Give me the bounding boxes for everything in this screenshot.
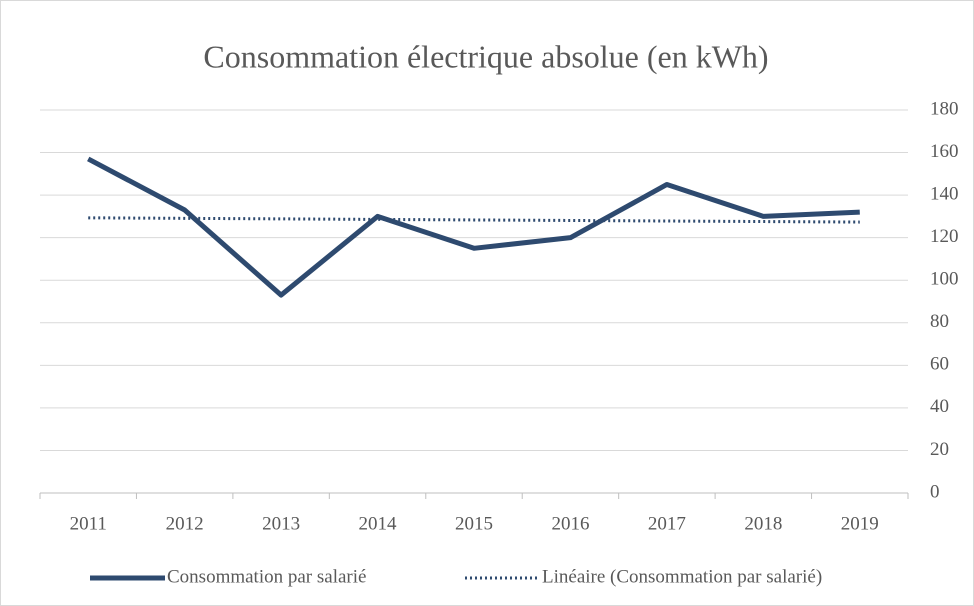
legend-label: Consommation par salarié bbox=[167, 566, 366, 587]
y-tick-label: 100 bbox=[930, 269, 959, 290]
y-tick-label: 160 bbox=[930, 141, 959, 162]
x-tick-label: 2014 bbox=[359, 513, 398, 534]
x-tick-label: 2015 bbox=[455, 513, 493, 534]
x-tick-label: 2016 bbox=[551, 513, 589, 534]
y-tick-label: 60 bbox=[930, 354, 949, 375]
legend-label: Linéaire (Consommation par salarié) bbox=[542, 566, 822, 587]
y-tick-label: 120 bbox=[930, 226, 959, 247]
y-tick-label: 0 bbox=[930, 481, 940, 502]
data-line bbox=[87, 156, 860, 298]
x-tick-label: 2011 bbox=[70, 513, 107, 534]
x-tick-label: 2012 bbox=[166, 513, 204, 534]
y-tick-label: 20 bbox=[930, 439, 949, 460]
x-tick-label: 2019 bbox=[841, 513, 879, 534]
y-tick-label: 140 bbox=[930, 183, 959, 204]
data-line bbox=[88, 216, 860, 224]
y-tick-label: 40 bbox=[930, 396, 949, 417]
x-tick-label: 2018 bbox=[744, 513, 782, 534]
chart-title: Consommation électrique absolue (en kWh) bbox=[203, 38, 768, 74]
x-tick-label: 2017 bbox=[648, 513, 686, 534]
x-tick-label: 2013 bbox=[262, 513, 300, 534]
y-tick-label: 80 bbox=[930, 311, 949, 332]
y-tick-label: 180 bbox=[930, 98, 959, 119]
